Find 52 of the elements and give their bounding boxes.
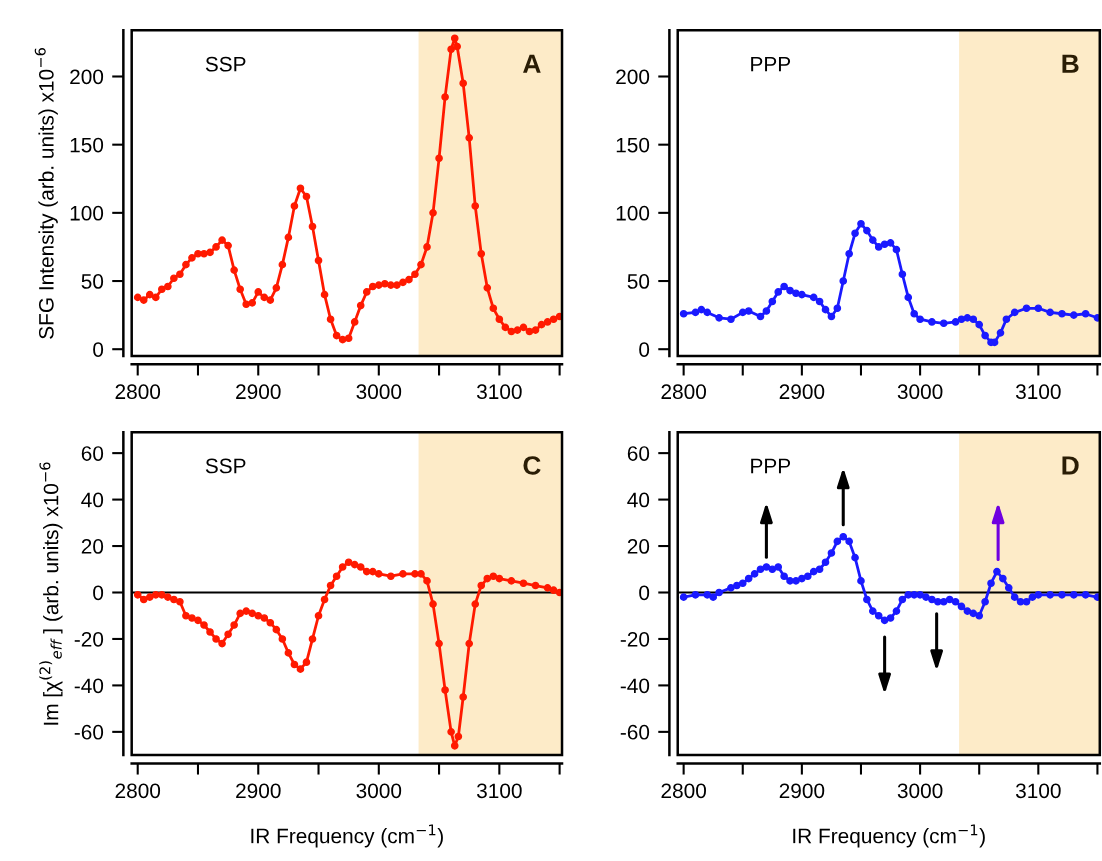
annotation: SSP — [205, 458, 246, 474]
x-axis-title: IR Frequency (cm$^{−1}$) — [251, 824, 443, 848]
y-tick-label: 200 — [616, 69, 650, 85]
y-tick-label: 150 — [70, 137, 104, 153]
y-tick-label: -20 — [74, 631, 104, 647]
x-tick-label: 3100 — [476, 384, 522, 400]
y-tick-label: 0 — [639, 585, 650, 601]
y-tick-label: 0 — [93, 585, 104, 601]
y-tick-label: 60 — [627, 446, 650, 461]
y-tick-label: 100 — [616, 205, 650, 221]
y-tick-label: 200 — [70, 69, 104, 85]
x-tick-label: 3100 — [1015, 384, 1061, 400]
annotation: C — [523, 456, 541, 475]
x-tick-label: 2900 — [779, 384, 825, 400]
y-axis-title: SFG Intensity (arb. units) x10$^{−6}$ — [34, 48, 58, 339]
y-tick-label: 50 — [81, 274, 104, 289]
y-tick-label: 40 — [627, 492, 650, 508]
annotation: B — [1062, 54, 1079, 73]
y-tick-label: -60 — [620, 724, 650, 740]
x-axis-title: IR Frequency (cm$^{−1}$) — [793, 824, 985, 848]
x-tick-label: 3000 — [897, 384, 943, 400]
y-tick-label: 20 — [81, 539, 104, 554]
annotation: PPP — [751, 458, 791, 474]
y-tick-label: -40 — [74, 678, 104, 694]
annotation: PPP — [751, 57, 791, 72]
y-tick-label: -60 — [74, 724, 104, 740]
y-tick-label: 20 — [627, 539, 650, 554]
x-tick-label: 2900 — [236, 783, 281, 799]
y-tick-label: 50 — [627, 274, 650, 289]
x-tick-label: 2800 — [115, 384, 161, 400]
y-tick-label: -20 — [620, 631, 650, 647]
x-tick-label: 3100 — [476, 783, 522, 799]
y-axis-title: Im [χ$^{(2)}$$_{eff}$ ] (arb. units) x10$^{−6}$ — [39, 462, 63, 725]
x-tick-label: 3000 — [897, 783, 943, 799]
x-tick-label: 2800 — [661, 783, 706, 799]
y-tick-label: 150 — [616, 137, 650, 153]
annotation: A — [523, 54, 541, 73]
x-tick-label: 3000 — [356, 783, 402, 799]
x-tick-label: 3000 — [356, 384, 402, 400]
y-tick-label: 100 — [70, 205, 104, 221]
x-tick-label: 3100 — [1015, 783, 1061, 799]
y-tick-label: 0 — [639, 342, 650, 357]
x-tick-label: 2800 — [661, 384, 706, 400]
y-tick-label: 0 — [93, 342, 104, 357]
x-tick-label: 2900 — [779, 783, 825, 799]
x-tick-label: 2800 — [115, 783, 161, 799]
y-tick-label: 60 — [81, 446, 104, 461]
annotation: D — [1062, 456, 1079, 475]
x-tick-label: 2900 — [236, 384, 281, 400]
annotation: SSP — [205, 56, 246, 72]
y-tick-label: 40 — [81, 492, 104, 508]
y-tick-label: -40 — [620, 678, 650, 694]
